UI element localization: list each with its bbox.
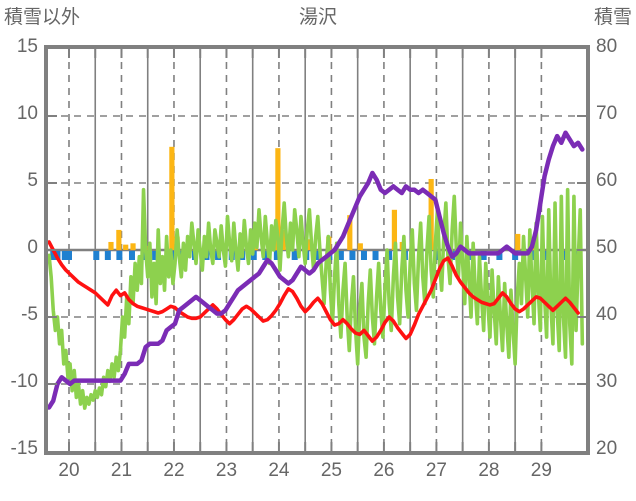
left-tick-10: 10 <box>16 103 38 124</box>
right-tick-30: 30 <box>596 371 618 392</box>
left-tick-0: 0 <box>27 237 38 258</box>
right-tick-70: 70 <box>596 103 618 124</box>
left-tick--15: -15 <box>10 438 38 459</box>
data-series <box>48 49 586 451</box>
x-tick-25: 25 <box>320 460 342 481</box>
left-axis-unit-label: 積雪以外 <box>4 7 81 28</box>
x-tick-23: 23 <box>215 460 238 481</box>
x-tick-22: 22 <box>163 460 185 481</box>
wind-green <box>48 187 585 410</box>
right-tick-80: 80 <box>596 36 618 57</box>
snow-depth-purple <box>48 130 585 410</box>
x-tick-26: 26 <box>373 460 395 481</box>
right-tick-60: 60 <box>596 170 618 191</box>
left-tick-5: 5 <box>27 170 38 191</box>
plot-inner <box>48 49 586 451</box>
precipitation-orange <box>108 146 537 250</box>
x-tick-27: 27 <box>425 460 447 481</box>
right-axis-unit-label: 積雪 <box>593 7 632 28</box>
right-tick-50: 50 <box>596 237 618 258</box>
plot-area <box>44 45 590 455</box>
right-tick-20: 20 <box>596 438 618 459</box>
temperature-red <box>48 240 580 343</box>
left-tick--10: -10 <box>10 371 38 392</box>
x-tick-21: 21 <box>110 460 133 481</box>
x-tick-28: 28 <box>478 460 500 481</box>
x-tick-29: 29 <box>530 460 552 481</box>
x-tick-24: 24 <box>268 460 290 481</box>
x-tick-20: 20 <box>58 460 80 481</box>
right-tick-40: 40 <box>596 304 618 325</box>
page-title: 湯沢 <box>298 7 337 28</box>
left-tick-15: 15 <box>16 36 38 57</box>
left-tick--5: -5 <box>21 304 38 325</box>
